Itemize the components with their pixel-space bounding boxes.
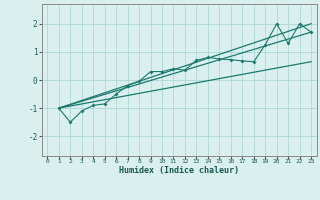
X-axis label: Humidex (Indice chaleur): Humidex (Indice chaleur) — [119, 166, 239, 175]
